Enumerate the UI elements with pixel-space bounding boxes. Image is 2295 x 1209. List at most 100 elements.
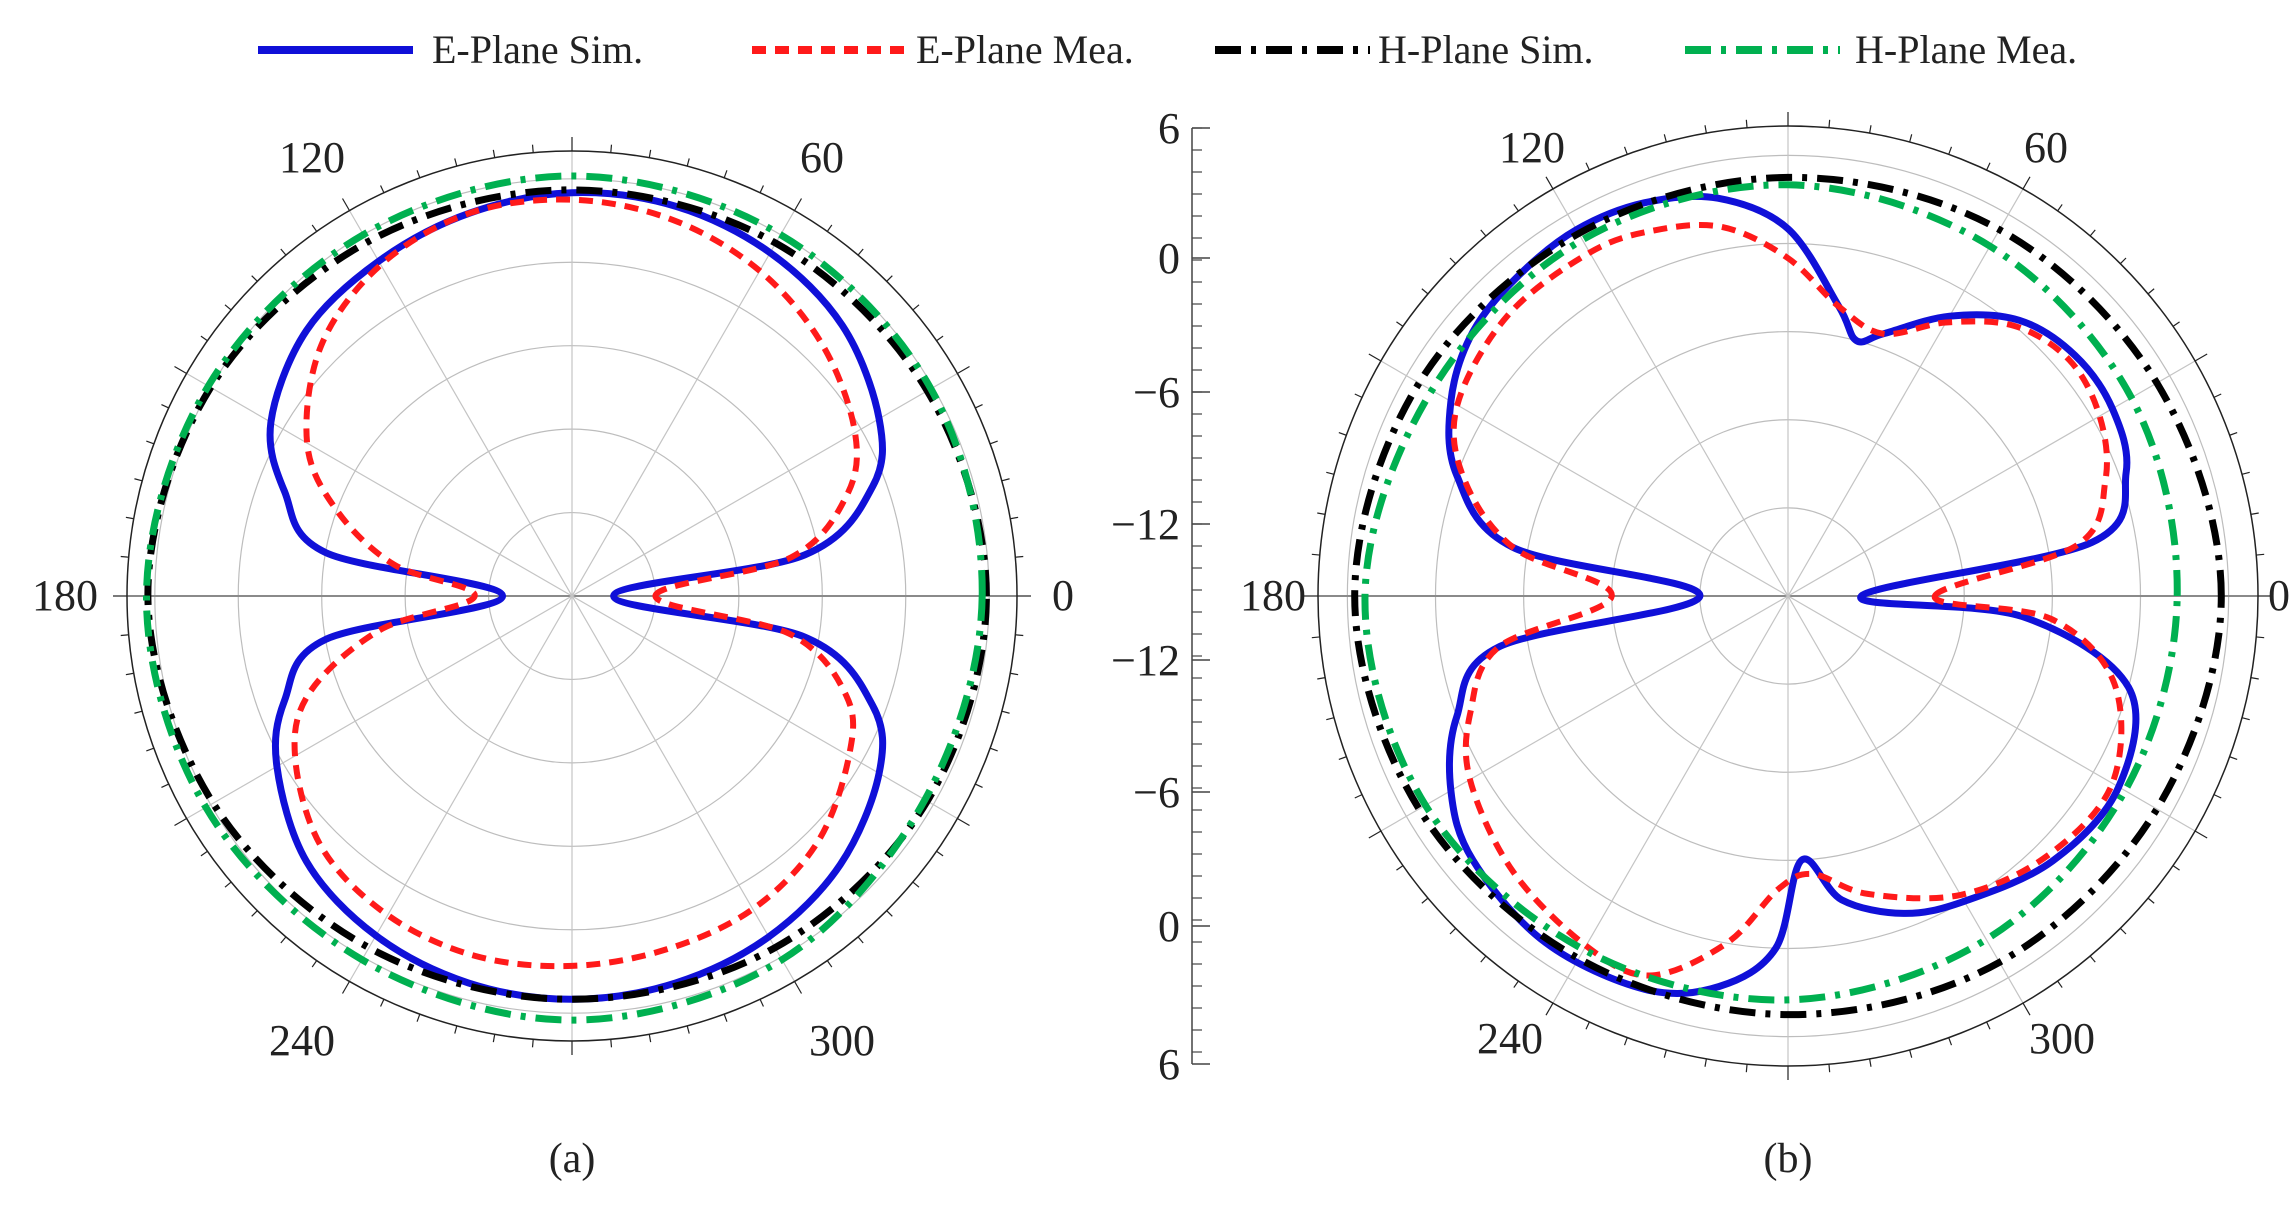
angle-tick-mark [1354, 393, 1363, 398]
angle-tick-mark [146, 747, 155, 752]
angle-tick-mark [1015, 555, 1024, 558]
angle-tick-mark [492, 1034, 496, 1043]
angle-tick-label: 60 [2024, 123, 2068, 172]
angle-tick-mark [454, 158, 458, 167]
angle-tick-mark [2250, 677, 2259, 680]
angle-tick-mark [610, 144, 613, 153]
angle-tick-label: 120 [1499, 123, 1565, 172]
series-line-h-plane-sim [144, 186, 990, 1003]
angle-tick-mark [886, 910, 893, 917]
angle-tick-mark [492, 149, 496, 158]
angle-tick-mark [380, 185, 385, 193]
angle-tick-mark [1001, 710, 1010, 714]
legend-item: E-Plane Mea. [752, 27, 1134, 72]
radial-axis: 6 0 −12 −6 −12 −6 0 6 [1111, 104, 1210, 1089]
angle-tick-mark [416, 170, 421, 179]
angle-tick-mark [2119, 927, 2127, 935]
angle-tick-mark [1015, 634, 1024, 637]
legend-item: H-Plane Mea. [1685, 27, 2077, 72]
angle-tick-label: 300 [809, 1016, 875, 1065]
legend-item: E-Plane Sim. [258, 27, 643, 72]
angle-tick-mark [1421, 288, 1429, 295]
angle-tick-mark [793, 198, 803, 211]
angle-tick-mark [531, 144, 534, 153]
angle-tick-mark [1513, 980, 1519, 988]
angle-tick-mark [311, 960, 318, 968]
radial-tick-label: −6 [1133, 768, 1180, 817]
angle-tick-mark [912, 881, 920, 888]
angle-tick-mark [1368, 830, 1382, 839]
angle-tick-mark [1338, 431, 1347, 436]
legend-label: E-Plane Sim. [432, 27, 643, 72]
angle-tick-mark [1326, 717, 1335, 721]
radial-tick-label: −12 [1111, 500, 1180, 549]
angle-tick-mark [2250, 512, 2259, 515]
angle-tick-mark [723, 1013, 728, 1022]
angle-tick-mark [648, 149, 652, 158]
angle-tick-mark [686, 1025, 690, 1034]
angle-tick-mark [2213, 393, 2222, 398]
subplot-caption: (b) [1764, 1136, 1813, 1182]
angle-tick-mark [857, 936, 864, 944]
angle-tick-mark [723, 170, 728, 179]
angle-tick-mark [686, 158, 690, 167]
series-group [142, 172, 990, 1024]
angle-tick-mark [1909, 134, 1913, 143]
angle-tick-mark [2057, 204, 2063, 212]
angle-tick-label: 240 [269, 1016, 335, 1065]
angle-tick-mark [1948, 1037, 1953, 1046]
angle-tick-label: 180 [1240, 571, 1306, 620]
angle-tick-mark [280, 248, 287, 256]
angle-tick-label: 0 [1052, 571, 1074, 620]
angle-tick-mark [1745, 1064, 1748, 1073]
angle-tick-mark [2172, 865, 2180, 871]
angle-tick-mark [1545, 1002, 1554, 1016]
polar-grid [1304, 112, 2272, 1080]
angle-tick-mark [200, 850, 208, 857]
angle-tick-mark [531, 1039, 534, 1048]
angle-tick-mark [2022, 176, 2031, 190]
angle-tick-mark [161, 783, 169, 788]
legend-label: H-Plane Sim. [1378, 27, 1594, 72]
angle-tick-mark [1449, 257, 1457, 265]
angle-tick-mark [912, 304, 920, 311]
angle-tick-mark [610, 1039, 613, 1048]
radial-tick-label: −12 [1111, 636, 1180, 685]
angle-tick-mark [2194, 353, 2208, 362]
angle-tick-mark [1480, 229, 1487, 237]
radial-tick-label: 0 [1158, 902, 1180, 951]
grid-spoke [1380, 360, 2196, 832]
angle-tick-mark [1513, 204, 1519, 212]
angle-tick-mark [174, 817, 187, 827]
series-line-e-plane-sim [266, 189, 887, 1003]
angle-tick-label: 120 [279, 133, 345, 182]
angle-tick-mark [1828, 119, 1831, 128]
angle-tick-mark [380, 999, 385, 1007]
angle-tick-mark [146, 440, 155, 445]
angle-tick-mark [1338, 756, 1347, 761]
angle-tick-label: 180 [32, 571, 98, 620]
angle-tick-mark [1001, 478, 1010, 482]
angle-tick-mark [975, 783, 983, 788]
legend-label: E-Plane Mea. [916, 27, 1134, 72]
angle-tick-mark [2241, 717, 2250, 721]
angle-tick-label: 0 [2268, 571, 2290, 620]
angle-tick-mark [1480, 955, 1487, 963]
angle-tick-mark [1311, 636, 1320, 639]
legend: E-Plane Sim. E-Plane Mea. H-Plane Sim. H-Pl… [258, 27, 2077, 72]
angle-tick-mark [826, 960, 833, 968]
angle-tick-mark [2256, 636, 2265, 639]
radial-tick-label: 0 [1158, 234, 1180, 283]
angle-tick-mark [1354, 794, 1363, 799]
angle-tick-mark [224, 881, 232, 888]
angle-tick-mark [648, 1034, 652, 1043]
angle-tick-mark [1948, 146, 1953, 155]
angle-tick-mark [2147, 288, 2155, 295]
angle-tick-mark [1663, 134, 1667, 143]
angle-tick-label: 240 [1477, 1014, 1543, 1063]
angle-tick-mark [251, 910, 258, 917]
grid-spoke [186, 372, 958, 820]
polar-grid [113, 137, 1031, 1055]
angle-tick-mark [280, 936, 287, 944]
angle-tick-mark [2119, 257, 2127, 265]
